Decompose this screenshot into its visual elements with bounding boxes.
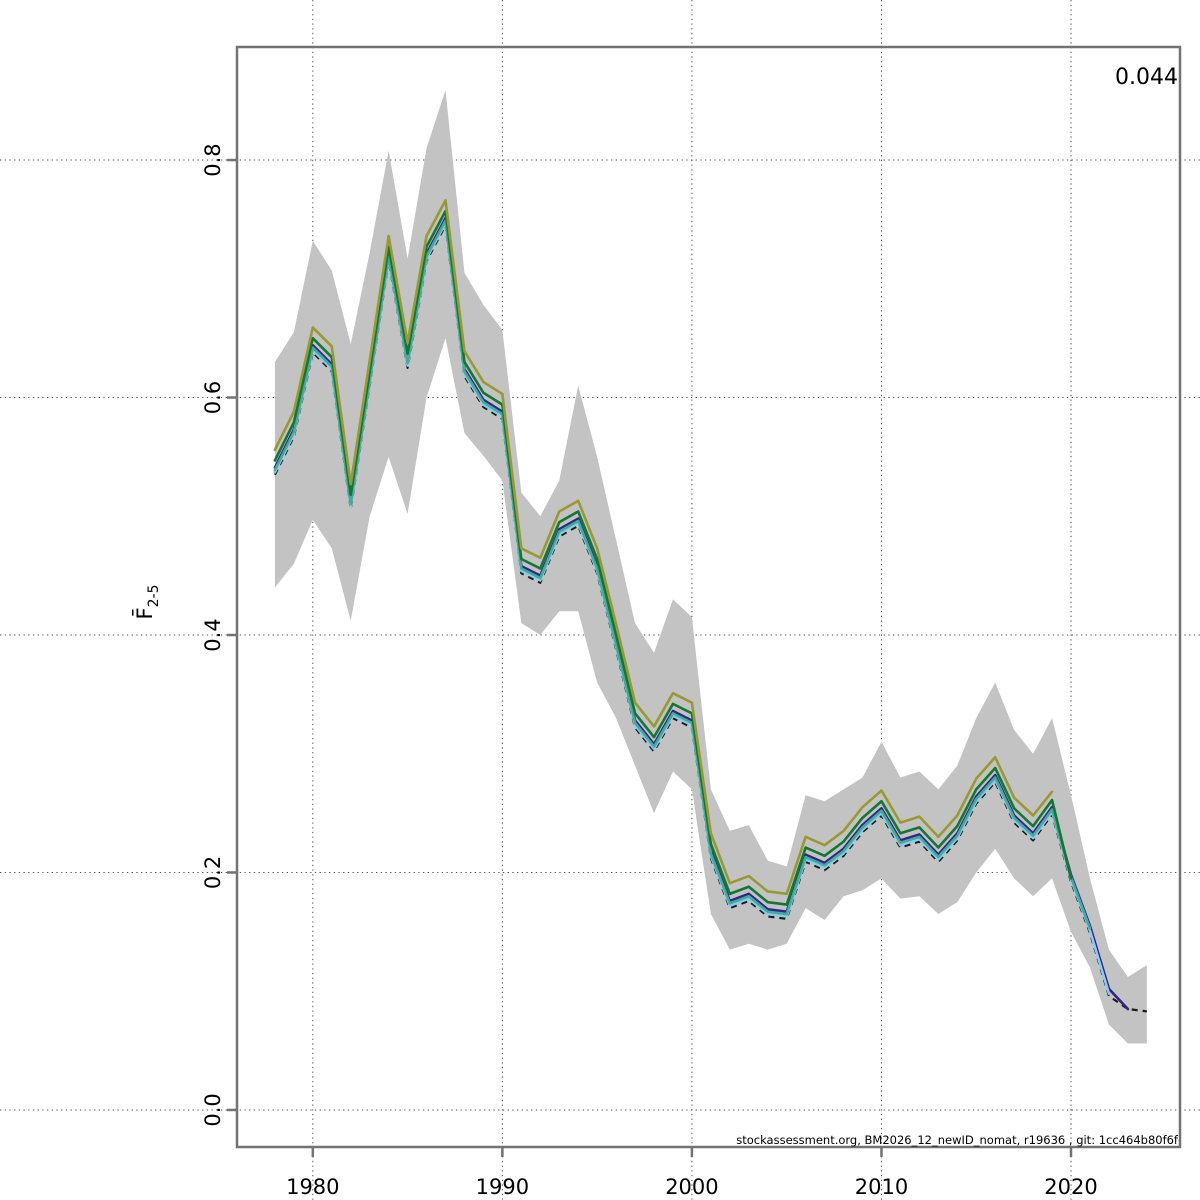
axes-layer: 1980 1990 2000 2010 2020 0.0 0.2 0.4 0.6 0.8 — [201, 45, 1182, 1199]
confidence-band-polygon — [274, 89, 1147, 1044]
y-axis-title: F̄2-5 — [132, 585, 162, 620]
retro-peel-5-line — [273, 199, 1054, 896]
y-tick-label-0.0: 0.0 — [201, 1093, 225, 1126]
y-tick-label-0.2: 0.2 — [201, 856, 225, 889]
x-tick-label-1990: 1990 — [476, 1175, 529, 1199]
plot-border — [235, 45, 1182, 1149]
x-tick-label-2010: 2010 — [855, 1175, 908, 1199]
confidence-band-layer — [274, 89, 1147, 1044]
series-lines-layer — [273, 199, 1147, 1013]
x-tick-label-2000: 2000 — [665, 1175, 718, 1199]
y-tick-label-0.4: 0.4 — [201, 618, 225, 651]
retro-peel-4-line — [273, 209, 1073, 906]
labels-layer: F̄2-5 0.044 stockassessment.org, BM2026_… — [132, 65, 1179, 1147]
footer-attribution: stockassessment.org, BM2026_12_newID_nom… — [736, 1133, 1179, 1147]
y-tick-label-0.6: 0.6 — [201, 381, 225, 414]
retro-peel-3-line — [273, 219, 1092, 930]
mohns-rho-value: 0.044 — [1115, 65, 1178, 90]
x-tick-label-2020: 2020 — [1044, 1175, 1097, 1199]
y-tick-label-0.8: 0.8 — [201, 143, 225, 176]
x-tick-label-1980: 1980 — [286, 1175, 339, 1199]
